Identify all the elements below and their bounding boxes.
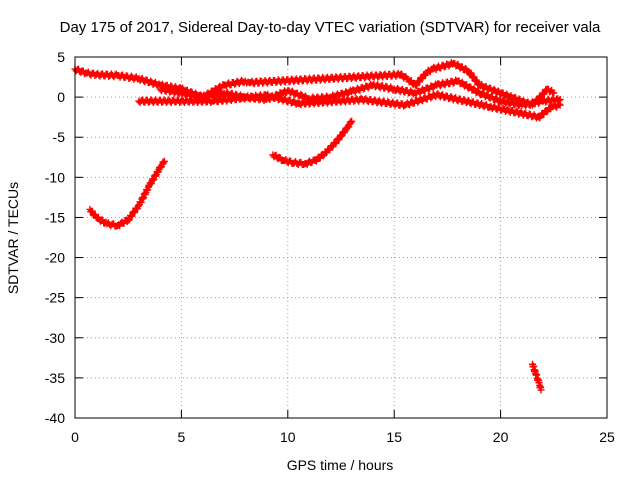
x-tick-label: 20	[493, 429, 509, 445]
data-point	[160, 157, 168, 165]
x-tick-label: 5	[178, 429, 186, 445]
y-tick-label: -10	[45, 169, 65, 185]
data-point	[537, 93, 545, 101]
axes-group	[74, 56, 608, 419]
y-tick-label: 0	[57, 89, 65, 105]
data-point	[347, 119, 355, 127]
series-group	[529, 360, 545, 394]
data-point	[348, 117, 356, 125]
data-series-group	[71, 59, 564, 394]
data-point	[550, 89, 558, 97]
x-tick-label: 0	[71, 429, 79, 445]
x-axis-label: GPS time / hours	[287, 457, 394, 473]
y-tick-label: -35	[45, 370, 65, 386]
y-tick-label: -15	[45, 209, 65, 225]
x-tick-label: 10	[280, 429, 296, 445]
data-point	[479, 89, 487, 97]
data-point	[556, 101, 564, 109]
series-group	[156, 59, 558, 109]
data-point	[159, 158, 167, 166]
series-group	[269, 117, 356, 169]
y-tick-label: -40	[45, 410, 65, 426]
y-axis-label: SDTVAR / TECUs	[5, 182, 21, 294]
y-tick-label: -30	[45, 330, 65, 346]
data-point	[543, 108, 551, 116]
y-tick-label: 5	[57, 49, 65, 65]
data-point	[555, 100, 563, 108]
data-point	[418, 75, 426, 83]
data-point	[328, 143, 336, 151]
data-point	[130, 209, 138, 217]
x-tick-label: 15	[386, 429, 402, 445]
data-point	[414, 98, 422, 106]
x-tick-label: 25	[599, 429, 615, 445]
data-point	[209, 88, 217, 96]
grid-lines	[75, 57, 607, 418]
data-point	[472, 76, 480, 84]
series-group	[86, 157, 168, 230]
y-tick-label: -25	[45, 290, 65, 306]
series-group	[135, 90, 564, 122]
tick-labels-group: 0 5 10 15 20 25 5 0 -5 -10 -15 -20 -25 -30 -35 -40	[45, 49, 615, 445]
y-tick-label: -20	[45, 250, 65, 266]
y-tick-label: -5	[53, 129, 66, 145]
data-point	[537, 386, 545, 394]
plot-frame	[74, 56, 608, 419]
data-point	[346, 118, 354, 126]
data-point	[160, 159, 168, 167]
chart-title: Day 175 of 2017, Sidereal Day-to-day VTE…	[60, 19, 601, 36]
